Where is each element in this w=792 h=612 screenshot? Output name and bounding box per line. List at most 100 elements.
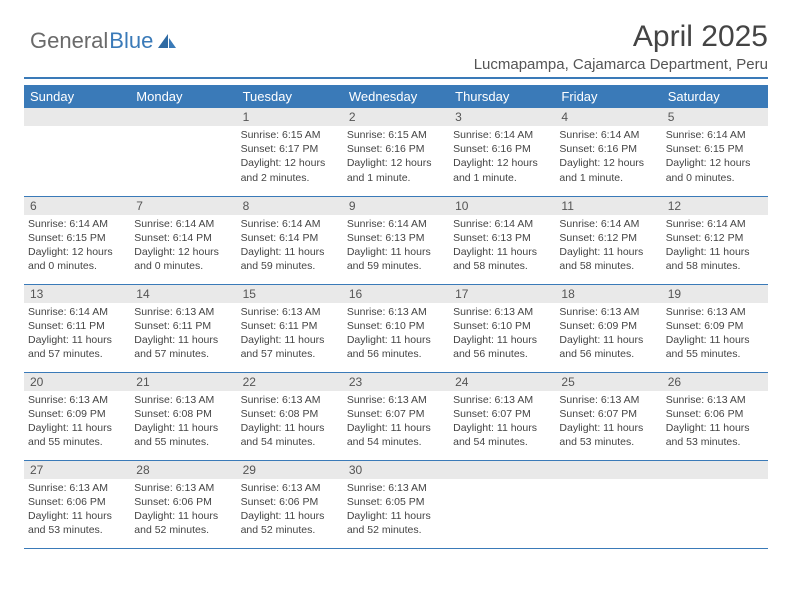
day-content: Sunrise: 6:13 AMSunset: 6:09 PMDaylight:… <box>555 303 661 364</box>
calendar-day-cell <box>24 108 130 196</box>
calendar-day-cell: 4Sunrise: 6:14 AMSunset: 6:16 PMDaylight… <box>555 108 661 196</box>
day-content: Sunrise: 6:13 AMSunset: 6:10 PMDaylight:… <box>343 303 449 364</box>
day-number: 1 <box>237 108 343 126</box>
day-content: Sunrise: 6:14 AMSunset: 6:14 PMDaylight:… <box>130 215 236 276</box>
day-content: Sunrise: 6:13 AMSunset: 6:08 PMDaylight:… <box>130 391 236 452</box>
day-number: 19 <box>662 285 768 303</box>
sunset-text: Sunset: 6:16 PM <box>559 142 657 156</box>
sunrise-text: Sunrise: 6:14 AM <box>666 128 764 142</box>
calendar-day-cell: 13Sunrise: 6:14 AMSunset: 6:11 PMDayligh… <box>24 284 130 372</box>
brand-sail-icon <box>156 32 178 50</box>
daylight-text: Daylight: 11 hours and 53 minutes. <box>28 509 126 537</box>
calendar-day-cell: 7Sunrise: 6:14 AMSunset: 6:14 PMDaylight… <box>130 196 236 284</box>
calendar-day-cell: 5 Sunrise: 6:14 AMSunset: 6:15 PMDaylight… <box>662 108 768 196</box>
calendar-day-cell: 2Sunrise: 6:15 AMSunset: 6:16 PMDaylight… <box>343 108 449 196</box>
sunset-text: Sunset: 6:10 PM <box>347 319 445 333</box>
daylight-text: Daylight: 11 hours and 59 minutes. <box>241 245 339 273</box>
day-number: 16 <box>343 285 449 303</box>
sunset-text: Sunset: 6:13 PM <box>453 231 551 245</box>
calendar-day-cell: 11Sunrise: 6:14 AMSunset: 6:12 PMDayligh… <box>555 196 661 284</box>
day-number: 4 <box>555 108 661 126</box>
sunset-text: Sunset: 6:15 PM <box>666 142 764 156</box>
sunset-text: Sunset: 6:13 PM <box>347 231 445 245</box>
daylight-text: Daylight: 11 hours and 56 minutes. <box>347 333 445 361</box>
day-content: Sunrise: 6:14 AMSunset: 6:13 PMDaylight:… <box>343 215 449 276</box>
sunset-text: Sunset: 6:06 PM <box>134 495 232 509</box>
sunset-text: Sunset: 6:11 PM <box>241 319 339 333</box>
sunset-text: Sunset: 6:05 PM <box>347 495 445 509</box>
daylight-text: Daylight: 11 hours and 58 minutes. <box>559 245 657 273</box>
day-content: Sunrise: 6:13 AMSunset: 6:10 PMDaylight:… <box>449 303 555 364</box>
calendar-day-cell <box>449 460 555 548</box>
calendar-week-row: 1Sunrise: 6:15 AMSunset: 6:17 PMDaylight… <box>24 108 768 196</box>
weekday-header: Wednesday <box>343 85 449 108</box>
calendar-body: 1Sunrise: 6:15 AMSunset: 6:17 PMDaylight… <box>24 108 768 548</box>
day-number: 26 <box>662 373 768 391</box>
day-number <box>662 461 768 479</box>
day-content: Sunrise: 6:13 AMSunset: 6:09 PMDaylight:… <box>24 391 130 452</box>
daylight-text: Daylight: 12 hours and 2 minutes. <box>241 156 339 184</box>
weekday-header: Thursday <box>449 85 555 108</box>
calendar-day-cell: 25Sunrise: 6:13 AMSunset: 6:07 PMDayligh… <box>555 372 661 460</box>
sunrise-text: Sunrise: 6:13 AM <box>134 481 232 495</box>
sunset-text: Sunset: 6:09 PM <box>28 407 126 421</box>
day-content: Sunrise: 6:13 AMSunset: 6:11 PMDaylight:… <box>130 303 236 364</box>
calendar-day-cell: 10Sunrise: 6:14 AMSunset: 6:13 PMDayligh… <box>449 196 555 284</box>
sunrise-text: Sunrise: 6:13 AM <box>134 305 232 319</box>
calendar-day-cell: 27Sunrise: 6:13 AMSunset: 6:06 PMDayligh… <box>24 460 130 548</box>
sunset-text: Sunset: 6:11 PM <box>28 319 126 333</box>
day-number <box>130 108 236 126</box>
daylight-text: Daylight: 11 hours and 55 minutes. <box>666 333 764 361</box>
day-number: 25 <box>555 373 661 391</box>
weekday-header: Monday <box>130 85 236 108</box>
daylight-text: Daylight: 12 hours and 0 minutes. <box>134 245 232 273</box>
day-number: 5 <box>662 108 768 126</box>
calendar-day-cell <box>662 460 768 548</box>
day-number: 6 <box>24 197 130 215</box>
day-number <box>555 461 661 479</box>
day-content: Sunrise: 6:13 AMSunset: 6:07 PMDaylight:… <box>555 391 661 452</box>
daylight-text: Daylight: 12 hours and 0 minutes. <box>666 156 764 184</box>
day-content: Sunrise: 6:13 AMSunset: 6:06 PMDaylight:… <box>237 479 343 540</box>
day-number: 15 <box>237 285 343 303</box>
day-number: 29 <box>237 461 343 479</box>
sunrise-text: Sunrise: 6:14 AM <box>559 217 657 231</box>
sunrise-text: Sunrise: 6:13 AM <box>666 305 764 319</box>
sunset-text: Sunset: 6:16 PM <box>347 142 445 156</box>
brand-part2: Blue <box>109 28 153 54</box>
calendar-day-cell: 6Sunrise: 6:14 AMSunset: 6:15 PMDaylight… <box>24 196 130 284</box>
sunrise-text: Sunrise: 6:14 AM <box>134 217 232 231</box>
location-subtitle: Lucmapampa, Cajamarca Department, Peru <box>24 56 768 79</box>
sunset-text: Sunset: 6:06 PM <box>28 495 126 509</box>
calendar-day-cell: 14Sunrise: 6:13 AMSunset: 6:11 PMDayligh… <box>130 284 236 372</box>
day-number <box>449 461 555 479</box>
daylight-text: Daylight: 11 hours and 52 minutes. <box>241 509 339 537</box>
calendar-day-cell <box>130 108 236 196</box>
calendar-day-cell: 29Sunrise: 6:13 AMSunset: 6:06 PMDayligh… <box>237 460 343 548</box>
day-content: Sunrise: 6:14 AMSunset: 6:15 PMDaylight:… <box>24 215 130 276</box>
sunrise-text: Sunrise: 6:13 AM <box>28 393 126 407</box>
day-number: 12 <box>662 197 768 215</box>
day-number: 24 <box>449 373 555 391</box>
daylight-text: Daylight: 12 hours and 1 minute. <box>453 156 551 184</box>
calendar-day-cell: 9Sunrise: 6:14 AMSunset: 6:13 PMDaylight… <box>343 196 449 284</box>
sunrise-text: Sunrise: 6:14 AM <box>28 305 126 319</box>
brand-part1: General <box>30 28 108 54</box>
daylight-text: Daylight: 12 hours and 1 minute. <box>347 156 445 184</box>
day-number <box>24 108 130 126</box>
sunrise-text: Sunrise: 6:14 AM <box>453 217 551 231</box>
daylight-text: Daylight: 11 hours and 58 minutes. <box>666 245 764 273</box>
sunset-text: Sunset: 6:17 PM <box>241 142 339 156</box>
sunrise-text: Sunrise: 6:13 AM <box>347 305 445 319</box>
calendar-day-cell: 26Sunrise: 6:13 AMSunset: 6:06 PMDayligh… <box>662 372 768 460</box>
sunset-text: Sunset: 6:14 PM <box>134 231 232 245</box>
sunrise-text: Sunrise: 6:14 AM <box>347 217 445 231</box>
calendar-week-row: 27Sunrise: 6:13 AMSunset: 6:06 PMDayligh… <box>24 460 768 548</box>
daylight-text: Daylight: 11 hours and 52 minutes. <box>134 509 232 537</box>
calendar-day-cell: 23Sunrise: 6:13 AMSunset: 6:07 PMDayligh… <box>343 372 449 460</box>
day-number: 10 <box>449 197 555 215</box>
calendar-day-cell: 12Sunrise: 6:14 AMSunset: 6:12 PMDayligh… <box>662 196 768 284</box>
weekday-header: Sunday <box>24 85 130 108</box>
sunset-text: Sunset: 6:06 PM <box>241 495 339 509</box>
sunrise-text: Sunrise: 6:14 AM <box>559 128 657 142</box>
